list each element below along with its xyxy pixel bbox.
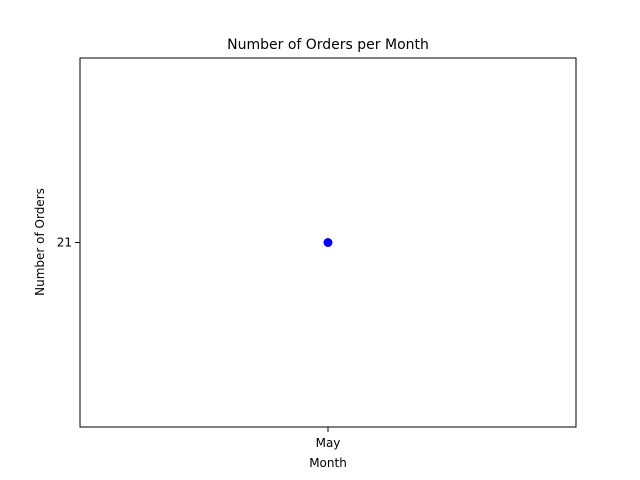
data-point bbox=[323, 238, 333, 247]
y-axis-label: Number of Orders bbox=[33, 188, 47, 296]
x-tick-label: May bbox=[316, 436, 341, 450]
x-axis-ticks: May bbox=[316, 427, 341, 450]
data-points bbox=[323, 238, 333, 247]
y-tick-label: 21 bbox=[57, 236, 72, 250]
y-axis-ticks: 21 bbox=[57, 236, 80, 250]
x-axis-label: Month bbox=[309, 456, 347, 470]
chart-title: Number of Orders per Month bbox=[227, 37, 429, 53]
